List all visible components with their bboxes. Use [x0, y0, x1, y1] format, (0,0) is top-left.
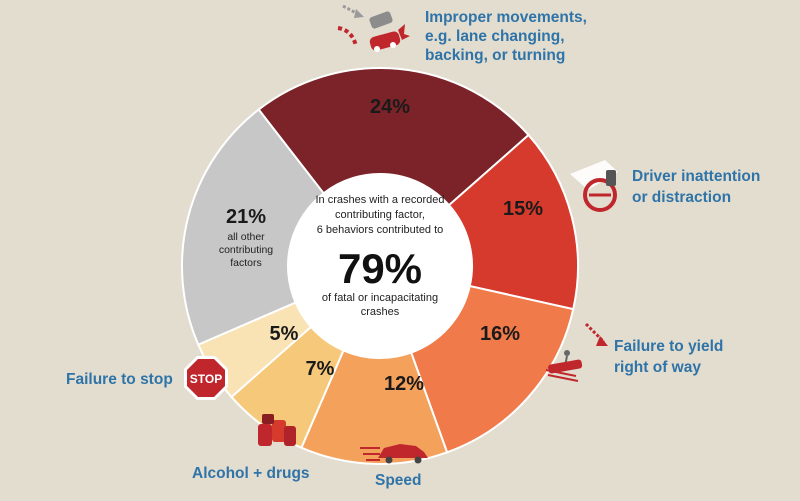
slice-label-improper: 24%: [370, 96, 410, 118]
other-sublabel-1: all other: [227, 231, 265, 243]
label-alcohol: Alcohol + drugs: [192, 465, 310, 482]
phone-distraction-icon: [570, 160, 618, 212]
slice-label-alcohol: 7%: [306, 358, 335, 380]
stop-sign-icon: STOP: [184, 356, 228, 400]
other-sublabel-2: contributing: [219, 244, 273, 256]
label-inattention-2: or distraction: [632, 189, 731, 206]
center-line-5: crashes: [361, 306, 400, 318]
center-line-4: of fatal or incapacitating: [322, 292, 438, 304]
stop-sign-text: STOP: [190, 372, 222, 386]
label-stop: Failure to stop: [66, 371, 173, 388]
slice-label-inattention: 15%: [503, 198, 543, 220]
slice-label-other: 21%: [226, 206, 266, 228]
slice-label-yield: 16%: [480, 323, 520, 345]
center-percentage: 79%: [338, 245, 422, 292]
label-improper-3: backing, or turning: [425, 47, 565, 64]
center-line-3: 6 behaviors contributed to: [317, 224, 444, 236]
slice-label-stop: 5%: [270, 323, 299, 345]
label-inattention-1: Driver inattention: [632, 168, 760, 185]
label-yield-2: right of way: [614, 359, 701, 376]
center-line-2: contributing factor,: [335, 209, 425, 221]
center-line-1: In crashes with a recorded: [315, 194, 444, 206]
label-improper-1: Improper movements,: [425, 9, 587, 26]
car-turning-icon: [337, 4, 410, 52]
speeding-car-icon: [360, 444, 428, 464]
pedestrian-crosswalk-icon: [545, 322, 608, 382]
donut-hole: [288, 174, 472, 358]
label-yield-1: Failure to yield: [614, 338, 723, 355]
other-sublabel-3: factors: [230, 257, 262, 269]
cans-icon: [258, 414, 296, 446]
label-improper-2: e.g. lane changing,: [425, 28, 565, 45]
label-speed: Speed: [375, 472, 422, 489]
slice-label-speed: 12%: [384, 373, 424, 395]
